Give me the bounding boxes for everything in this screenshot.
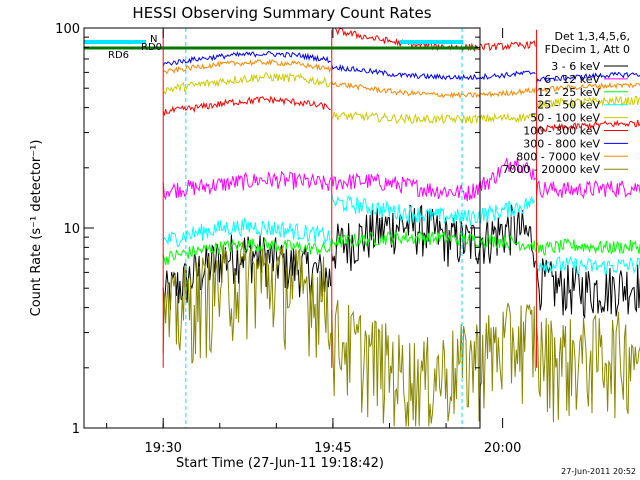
series-6-segment-1	[162, 95, 331, 116]
legend-label-2: 6 - 12 keV	[544, 73, 600, 86]
legend-label-4: 25 - 50 keV	[537, 99, 600, 112]
series-7-segment-2	[331, 63, 536, 81]
legend-label-6: 100 - 300 keV	[523, 125, 600, 138]
series-7-segment-3	[536, 71, 640, 83]
series-2-segment-3	[536, 180, 640, 200]
series-5-segment-3	[536, 95, 640, 109]
chart-title: HESSI Observing Summary Count Rates	[132, 4, 431, 22]
x-axis-label: Start Time (27-Jun-11 19:18:42)	[176, 456, 384, 471]
series-5-segment-2	[331, 111, 536, 125]
series-9-segment-1	[162, 240, 332, 364]
flag-label-n: N	[150, 34, 157, 45]
x-tick-label-1: 19:30	[144, 441, 181, 456]
plot-lines	[162, 27, 640, 428]
series-6-segment-3	[536, 119, 640, 135]
series-7-segment-1	[162, 50, 331, 67]
timestamp: 27-Jun-2011 20:52	[561, 467, 636, 476]
x-tick-label-3: 20:00	[484, 441, 521, 456]
y-tick-label-3: 100	[55, 22, 80, 37]
series-9-segment-2	[331, 299, 536, 427]
legend-label-8: 800 - 7000 keV	[516, 150, 600, 163]
plot-frame	[83, 27, 481, 429]
series-3-segment-2	[331, 229, 536, 252]
series-4-segment-3	[536, 255, 640, 277]
y-axis-label: Count Rate (s⁻¹ detector⁻¹)	[29, 140, 44, 317]
series-2-segment-2	[331, 157, 536, 202]
series-3-segment-1	[162, 237, 332, 266]
series-1-segment-2	[331, 204, 536, 272]
series-9-segment-3	[536, 311, 640, 423]
series-3-segment-3	[536, 237, 640, 257]
legend-label-3: 12 - 25 keV	[537, 86, 600, 99]
series-8-segment-3	[536, 81, 640, 93]
legend-label-9: 7000 - 20000 keV	[502, 163, 600, 176]
legend-label-1: 3 - 6 keV	[551, 60, 600, 73]
series-8-segment-2	[331, 81, 536, 100]
legend-header-2: FDecim 1, Att 0	[545, 43, 630, 56]
legend-header-1: Det 1,3,4,5,6,	[554, 30, 630, 43]
legend-label-7: 300 - 800 keV	[523, 137, 600, 150]
series-4-segment-2	[331, 193, 536, 226]
y-tick-label-2: 10	[63, 222, 80, 237]
series-5-segment-1	[162, 72, 332, 96]
flag-label-rd0: RD0	[141, 42, 162, 53]
y-tick-label-1: 1	[72, 422, 80, 437]
legend-label-5: 50 - 100 keV	[530, 112, 600, 125]
series-4-segment-1	[162, 217, 332, 248]
series-8-segment-1	[163, 58, 332, 75]
series-2-segment-1	[162, 170, 332, 201]
series-1-segment-3	[536, 258, 640, 320]
legend: Det 1,3,4,5,6,FDecim 1, Att 0 3 - 6 keV6 …	[502, 30, 630, 176]
flag-label-rd6: RD6	[108, 50, 129, 61]
x-tick-label-2: 19:45	[314, 441, 351, 456]
